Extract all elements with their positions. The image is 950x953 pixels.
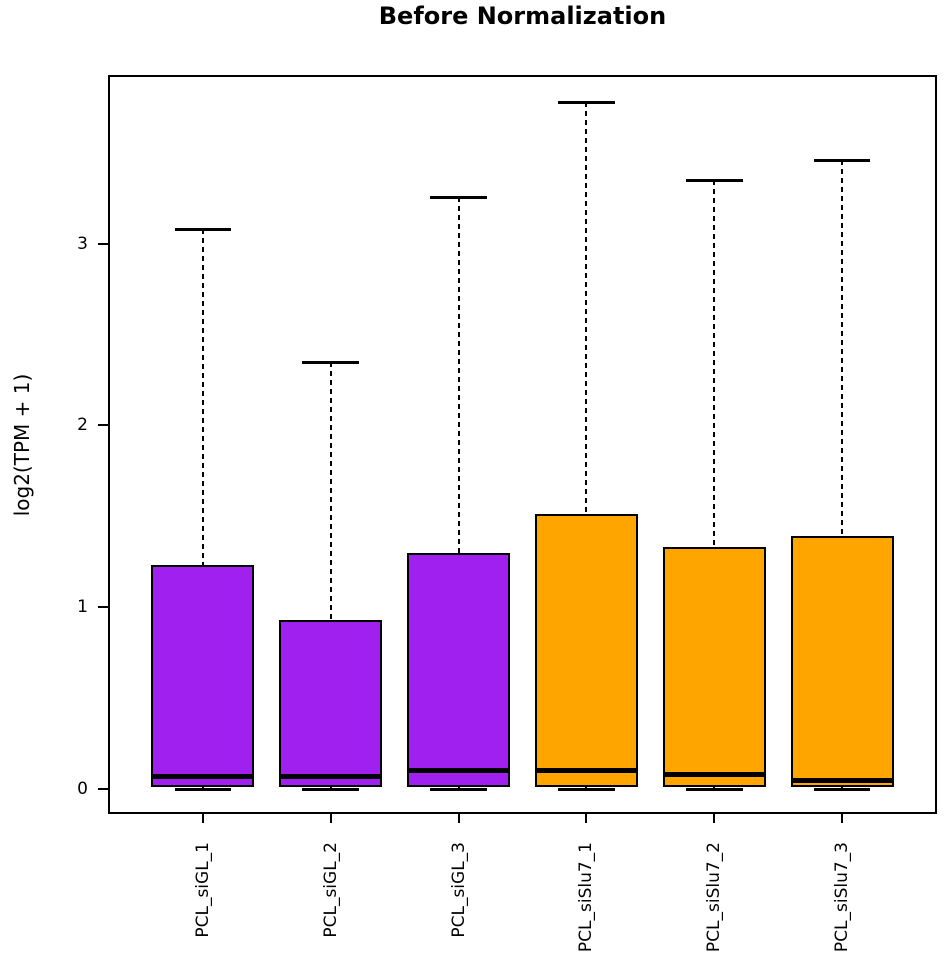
- whisker-upper-line: [329, 361, 332, 620]
- x-tick-mark: [457, 814, 460, 823]
- whisker-upper-cap: [686, 179, 743, 183]
- whisker-upper-cap: [558, 101, 615, 105]
- y-tick-mark: [98, 606, 108, 608]
- x-axis-label: PCL_siSlu7_2: [704, 842, 725, 953]
- whisker-lower-cap: [558, 787, 615, 791]
- y-tick-label: 0: [77, 778, 88, 799]
- median-line: [663, 772, 766, 778]
- whisker-upper-cap: [430, 195, 487, 199]
- whisker-lower-cap: [430, 787, 487, 791]
- boxplot-box: [663, 547, 766, 787]
- x-axis-label: PCL_siGL_3: [448, 842, 469, 938]
- x-tick-mark: [713, 814, 716, 823]
- plot-area: [108, 75, 937, 814]
- x-axis-label: PCL_siGL_1: [192, 842, 213, 938]
- y-tick-label: 1: [77, 597, 88, 617]
- x-tick-mark: [841, 814, 844, 823]
- x-axis-label: PCL_siGL_2: [320, 842, 341, 938]
- median-line: [791, 777, 894, 783]
- whisker-upper-cap: [174, 228, 231, 232]
- median-line: [535, 768, 638, 774]
- y-tick-mark: [98, 424, 108, 427]
- median-line: [151, 773, 254, 779]
- whisker-upper-cap: [302, 360, 359, 364]
- x-tick-mark: [201, 814, 204, 823]
- chart-title: Before Normalization: [378, 2, 667, 30]
- boxplot-box: [279, 619, 382, 787]
- x-tick-mark: [329, 814, 332, 823]
- boxplot-box: [791, 536, 894, 787]
- y-axis-label: log2(TPM + 1): [10, 373, 34, 517]
- median-line: [279, 773, 382, 779]
- whisker-upper-line: [201, 229, 204, 566]
- boxplot-box: [407, 552, 510, 787]
- y-tick-mark: [98, 787, 108, 790]
- whisker-upper-line: [713, 180, 716, 548]
- y-tick-label: 3: [77, 233, 88, 254]
- x-axis-label: PCL_siSlu7_1: [576, 842, 597, 953]
- x-axis-label: PCL_siSlu7_3: [832, 842, 853, 953]
- whisker-lower-cap: [174, 787, 231, 791]
- x-tick-mark: [585, 814, 588, 823]
- whisker-upper-line: [841, 160, 844, 537]
- whisker-upper-line: [585, 102, 588, 515]
- whisker-upper-cap: [814, 159, 871, 163]
- median-line: [407, 768, 510, 774]
- boxplot-box: [151, 565, 254, 787]
- y-tick-mark: [98, 242, 108, 245]
- whisker-lower-cap: [814, 787, 871, 791]
- whisker-lower-cap: [686, 787, 743, 791]
- whisker-lower-cap: [302, 787, 359, 791]
- y-tick-label: 2: [77, 415, 88, 436]
- boxplot-box: [535, 514, 638, 787]
- whisker-upper-line: [457, 196, 460, 553]
